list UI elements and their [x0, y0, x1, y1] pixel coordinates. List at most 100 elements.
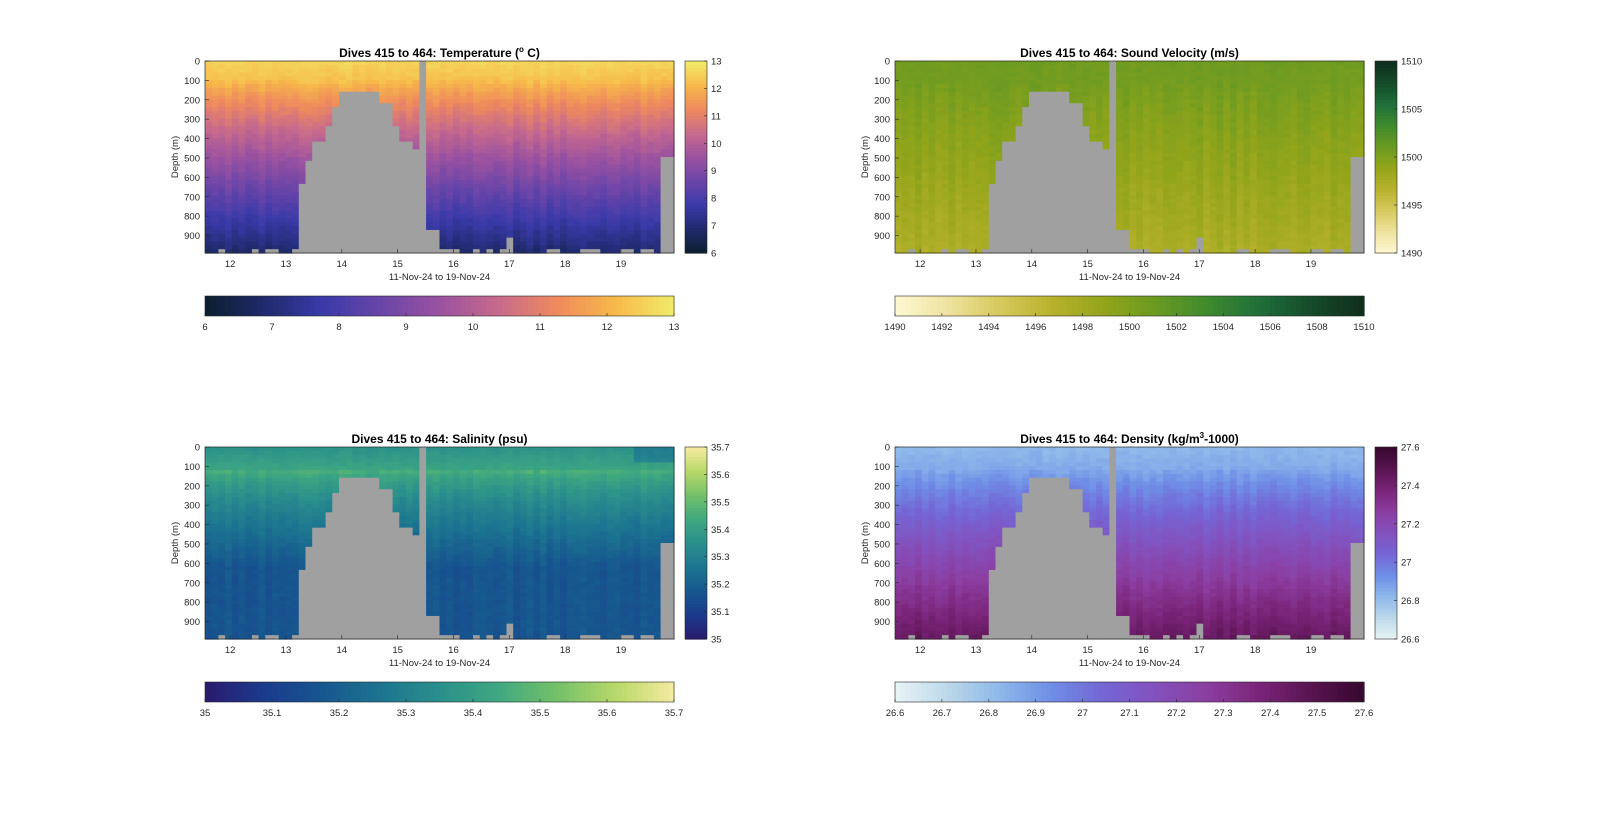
heatmap-cell: [1056, 184, 1063, 188]
heatmap-cell: [527, 180, 534, 184]
heatmap-cell: [433, 222, 440, 226]
heatmap-cell: [292, 134, 299, 138]
heatmap-cell: [614, 192, 621, 196]
heatmap-cell: [942, 65, 949, 69]
heatmap-cell: [352, 157, 359, 161]
heatmap-cell: [393, 80, 400, 84]
heatmap-cell: [908, 119, 915, 123]
heatmap-cell: [419, 245, 426, 249]
heatmap-cell: [373, 134, 380, 138]
heatmap-cell: [379, 73, 386, 77]
heatmap-cell: [935, 192, 942, 196]
heatmap-cell: [225, 180, 232, 184]
heatmap-cell: [419, 65, 426, 69]
heatmap-cell: [1029, 153, 1036, 157]
heatmap-cell: [500, 80, 507, 84]
heatmap-cell: [654, 88, 661, 92]
heatmap-cell: [547, 245, 554, 249]
heatmap-cell: [252, 153, 259, 157]
heatmap-cell: [386, 153, 393, 157]
heatmap-cell: [265, 192, 272, 196]
heatmap-cell: [520, 157, 527, 161]
heatmap-cell: [949, 245, 956, 249]
heatmap-cell: [218, 226, 225, 230]
heatmap-cell: [942, 238, 949, 242]
heatmap-cell: [620, 199, 627, 203]
heatmap-cell: [1029, 203, 1036, 207]
heatmap-cell: [594, 107, 601, 111]
heatmap-cell: [915, 134, 922, 138]
heatmap-cell: [359, 145, 366, 149]
heatmap-cell: [587, 103, 594, 107]
heatmap-cell: [989, 61, 996, 65]
heatmap-cell: [399, 195, 406, 199]
heatmap-cell: [647, 96, 654, 100]
heatmap-cell: [996, 76, 1003, 80]
heatmap-cell: [975, 157, 982, 161]
heatmap-cell: [553, 153, 560, 157]
heatmap-cell: [661, 103, 668, 107]
heatmap-cell: [527, 115, 534, 119]
heatmap-cell: [580, 111, 587, 115]
heatmap-cell: [332, 84, 339, 88]
heatmap-cell: [547, 172, 554, 176]
heatmap-cell: [661, 61, 668, 65]
heatmap-cell: [406, 172, 413, 176]
heatmap-cell: [473, 245, 480, 249]
heatmap-cell: [399, 165, 406, 169]
heatmap-cell: [547, 180, 554, 184]
heatmap-cell: [594, 245, 601, 249]
heatmap-cell: [359, 115, 366, 119]
heatmap-cell: [594, 161, 601, 165]
heatmap-cell: [292, 145, 299, 149]
heatmap-cell: [915, 222, 922, 226]
colorbar-tick-label: 9: [403, 322, 408, 333]
heatmap-cell: [667, 245, 674, 249]
heatmap-cell: [473, 76, 480, 80]
heatmap-cell: [272, 238, 279, 242]
heatmap-cell: [413, 107, 420, 111]
heatmap-cell: [346, 65, 353, 69]
heatmap-cell: [386, 230, 393, 234]
heatmap-cell: [232, 142, 239, 146]
heatmap-cell: [332, 96, 339, 100]
heatmap-cell: [205, 161, 212, 165]
heatmap-cell: [359, 84, 366, 88]
heatmap-cell: [587, 218, 594, 222]
heatmap-cell: [285, 153, 292, 157]
heatmap-cell: [949, 192, 956, 196]
heatmap-cell: [1022, 188, 1029, 192]
heatmap-cell: [1056, 65, 1063, 69]
heatmap-cell: [969, 180, 976, 184]
heatmap-cell: [218, 222, 225, 226]
heatmap-cell: [915, 119, 922, 123]
heatmap-cell: [1016, 99, 1023, 103]
heatmap-cell: [306, 84, 313, 88]
heatmap-cell: [218, 92, 225, 96]
heatmap-cell: [654, 92, 661, 96]
heatmap-cell: [332, 153, 339, 157]
heatmap-cell: [1049, 122, 1056, 126]
heatmap-cell: [982, 111, 989, 115]
heatmap-cell: [332, 211, 339, 215]
heatmap-cell: [359, 103, 366, 107]
heatmap-cell: [996, 238, 1003, 242]
heatmap-cell: [205, 126, 212, 130]
colorbar-segment: [330, 296, 336, 316]
heatmap-cell: [486, 130, 493, 134]
heatmap-cell: [654, 126, 661, 130]
heatmap-cell: [272, 122, 279, 126]
heatmap-cell: [326, 145, 333, 149]
heatmap-cell: [500, 96, 507, 100]
heatmap-cell: [359, 169, 366, 173]
heatmap-cell: [205, 238, 212, 242]
colorbar-segment: [236, 296, 242, 316]
heatmap-cell: [500, 73, 507, 77]
heatmap-cell: [312, 92, 319, 96]
heatmap-cell: [1016, 92, 1023, 96]
heatmap-cell: [285, 96, 292, 100]
heatmap-cell: [218, 230, 225, 234]
heatmap-cell: [949, 172, 956, 176]
heatmap-cell: [520, 73, 527, 77]
heatmap-cell: [513, 195, 520, 199]
